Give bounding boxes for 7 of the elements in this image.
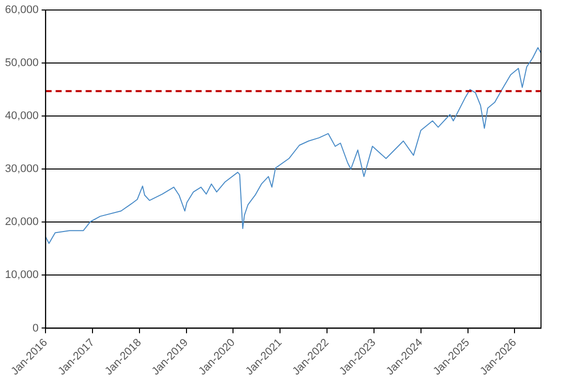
y-tick-label: 20,000 — [4, 216, 39, 228]
y-tick-label: 50,000 — [4, 57, 39, 70]
y-tick-label: 0 — [32, 322, 39, 334]
y-tick-label: 30,000 — [4, 163, 39, 176]
y-tick-label: 10,000 — [4, 269, 39, 282]
y-tick-label: 40,000 — [4, 110, 39, 122]
y-tick-label: 60,000 — [4, 4, 39, 16]
